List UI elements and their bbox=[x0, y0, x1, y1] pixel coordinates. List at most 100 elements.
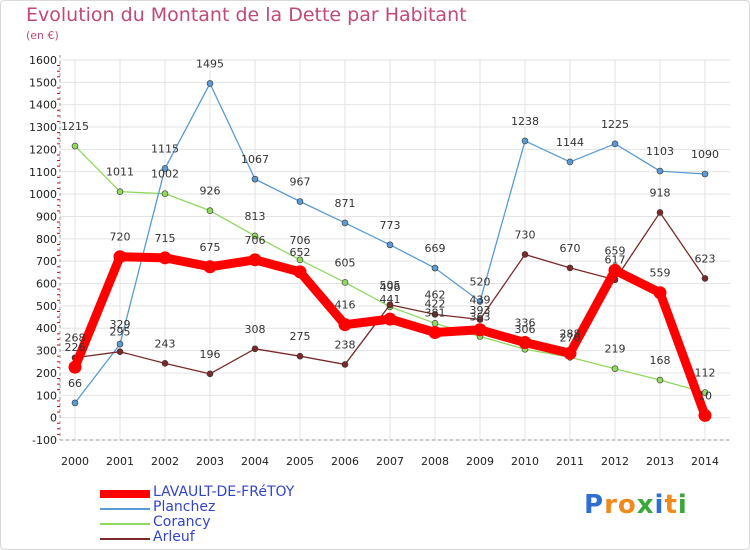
series-point-2 bbox=[71, 142, 79, 150]
series-point-0 bbox=[473, 323, 487, 337]
series-point-3 bbox=[296, 352, 304, 360]
data-label-2: 496 bbox=[380, 281, 401, 294]
data-label-3: 505 bbox=[380, 279, 401, 292]
series-point-2 bbox=[656, 376, 664, 384]
series-point-3 bbox=[206, 370, 214, 378]
y-tick-label: 400 bbox=[36, 322, 57, 335]
logo-letter: r bbox=[604, 490, 618, 520]
chart-title: Evolution du Montant de la Dette par Hab… bbox=[26, 4, 467, 26]
data-label-2: 1002 bbox=[151, 168, 179, 181]
series-point-2 bbox=[206, 207, 214, 214]
series-point-3 bbox=[386, 301, 394, 309]
series-point-0 bbox=[293, 265, 307, 279]
x-tick-label: 2010 bbox=[511, 455, 539, 468]
data-label-2: 926 bbox=[200, 185, 221, 198]
legend-swatch bbox=[100, 490, 150, 498]
y-tick-label: 1100 bbox=[29, 166, 57, 179]
data-label-0: 226 bbox=[65, 341, 86, 354]
axes: 1600150014001300120011001000900800700600… bbox=[29, 54, 730, 468]
data-label-1: 669 bbox=[425, 242, 446, 255]
series-point-3 bbox=[656, 209, 664, 216]
data-label-2: 706 bbox=[290, 234, 311, 247]
y-tick-label: 700 bbox=[36, 255, 57, 268]
data-label-2: 363 bbox=[470, 311, 491, 324]
data-label-0: 559 bbox=[650, 267, 671, 280]
series-point-1 bbox=[71, 399, 79, 407]
x-tick-label: 2013 bbox=[646, 455, 674, 468]
x-tick-label: 2007 bbox=[376, 455, 404, 468]
data-label-0: 336 bbox=[515, 317, 536, 330]
x-tick-label: 2005 bbox=[286, 455, 314, 468]
series-point-1 bbox=[206, 80, 214, 87]
series-point-0 bbox=[518, 336, 532, 350]
data-label-3: 238 bbox=[335, 338, 356, 351]
data-label-0: 675 bbox=[200, 241, 221, 254]
series-point-1 bbox=[431, 264, 439, 272]
data-label-3: 295 bbox=[110, 326, 131, 339]
series-point-3 bbox=[566, 264, 574, 272]
data-label-1: 1103 bbox=[646, 145, 674, 158]
data-label-0: 416 bbox=[335, 299, 356, 312]
series-point-1 bbox=[341, 219, 349, 227]
data-label-3: 670 bbox=[560, 242, 581, 255]
chart-subtitle: (en €) bbox=[26, 29, 59, 42]
series-point-0 bbox=[428, 325, 442, 339]
data-label-2: 605 bbox=[335, 256, 356, 269]
series-point-0 bbox=[158, 251, 172, 265]
data-label-3: 196 bbox=[200, 348, 221, 361]
data-label-2: 219 bbox=[605, 343, 626, 356]
data-label-0: 10 bbox=[698, 389, 712, 402]
y-tick-label: 900 bbox=[36, 210, 57, 223]
series bbox=[68, 80, 712, 422]
data-label-0: 659 bbox=[605, 244, 626, 257]
series-point-3 bbox=[521, 251, 529, 258]
data-label-2: 813 bbox=[245, 210, 266, 223]
series-point-1 bbox=[161, 165, 169, 172]
y-tick-label: 1200 bbox=[29, 143, 57, 156]
series-point-1 bbox=[521, 137, 529, 145]
series-point-1 bbox=[476, 298, 484, 305]
logo-letter: t bbox=[664, 490, 678, 520]
data-label-0: 715 bbox=[155, 232, 176, 245]
data-label-2: 112 bbox=[695, 367, 716, 380]
proxiti-logo: Proxiti bbox=[584, 490, 688, 520]
data-label-3: 243 bbox=[155, 337, 176, 350]
y-tick-label: 1600 bbox=[29, 54, 57, 67]
y-tick-label: 100 bbox=[36, 389, 57, 402]
data-label-2: 270 bbox=[560, 331, 581, 344]
series-point-1 bbox=[116, 340, 124, 348]
legend-label: Arleuf bbox=[153, 529, 195, 545]
data-label-2: 422 bbox=[425, 297, 446, 310]
legend-label: Planchez bbox=[153, 499, 216, 515]
series-point-3 bbox=[116, 348, 124, 356]
series-point-0 bbox=[338, 318, 352, 332]
x-tick-label: 2000 bbox=[61, 455, 89, 468]
series-point-3 bbox=[161, 360, 169, 367]
series-point-0 bbox=[563, 346, 577, 360]
data-label-3: 617 bbox=[605, 254, 626, 267]
data-label-0: 381 bbox=[425, 306, 446, 319]
series-point-0 bbox=[248, 253, 262, 267]
series-point-2 bbox=[251, 232, 259, 240]
data-label-0: 706 bbox=[245, 234, 266, 247]
data-label-1: 1238 bbox=[511, 115, 539, 128]
x-tick-label: 2004 bbox=[241, 455, 269, 468]
y-tick-label: 600 bbox=[36, 278, 57, 291]
series-point-0 bbox=[698, 408, 712, 422]
data-label-1: 1144 bbox=[556, 136, 584, 149]
series-point-1 bbox=[611, 140, 619, 148]
series-point-2 bbox=[701, 389, 709, 396]
data-label-1: 66 bbox=[68, 377, 82, 390]
data-label-1: 773 bbox=[380, 219, 401, 232]
legend-label: Corancy bbox=[153, 514, 211, 530]
series-point-2 bbox=[161, 190, 169, 197]
data-label-0: 441 bbox=[380, 293, 401, 306]
series-point-0 bbox=[653, 286, 667, 300]
data-label-1: 967 bbox=[290, 175, 311, 188]
data-label-1: 329 bbox=[110, 318, 131, 331]
logo-letter: x bbox=[636, 490, 655, 520]
data-label-3: 308 bbox=[245, 323, 266, 336]
